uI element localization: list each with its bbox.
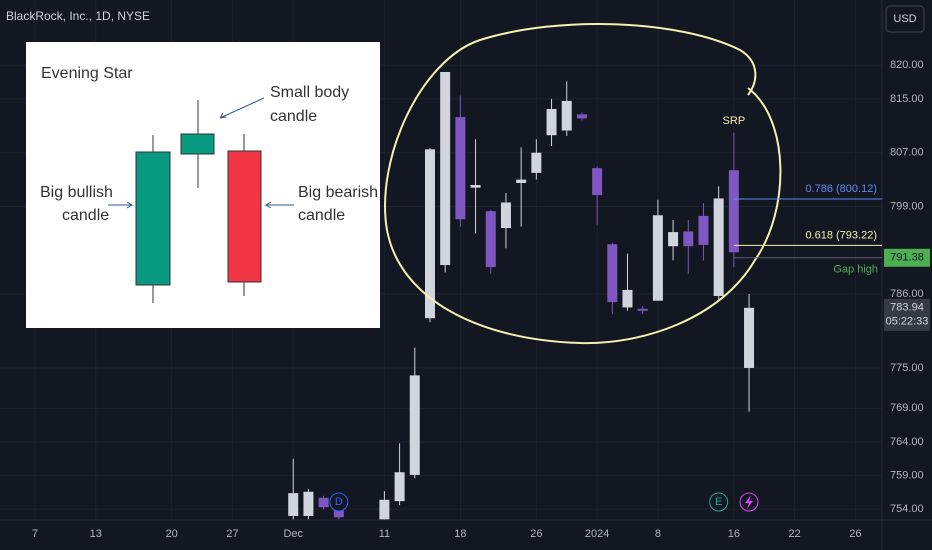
candle-body — [728, 170, 739, 253]
y-tick-label: 799.00 — [890, 200, 924, 212]
srp-label: SRP — [723, 115, 746, 127]
candle-body — [470, 184, 481, 188]
arrow — [264, 201, 294, 209]
candle-body — [424, 149, 435, 319]
y-tick-label: 759.00 — [890, 470, 924, 482]
x-tick-label: 8 — [655, 528, 661, 540]
y-tick-label: 815.00 — [890, 93, 924, 105]
y-tick-label: 786.00 — [890, 288, 924, 300]
candle-body — [652, 215, 663, 301]
x-tick-label: 26 — [530, 528, 542, 540]
candle-body — [485, 211, 496, 268]
candle-body — [379, 499, 390, 520]
x-tick-label: Dec — [283, 528, 303, 540]
arrow — [219, 97, 265, 119]
bullish-candle — [135, 151, 171, 286]
candle-body — [622, 289, 633, 308]
candle-body — [546, 108, 557, 136]
x-tick-label: 7 — [32, 528, 38, 540]
x-tick-label: 16 — [728, 528, 740, 540]
x-tick-label: 11 — [379, 528, 390, 540]
x-tick-label: 26 — [849, 528, 861, 540]
label: candle — [298, 207, 345, 224]
candle-body — [318, 497, 329, 508]
candle-body — [288, 493, 299, 516]
y-tick-label: 769.00 — [890, 402, 924, 414]
candle-body — [333, 507, 344, 518]
label: candle — [62, 207, 109, 224]
event-label: E — [715, 496, 722, 508]
currency[interactable]: USD — [893, 13, 916, 25]
y-tick-label: 764.00 — [890, 436, 924, 448]
y-tick-label: 807.00 — [890, 147, 924, 159]
bearish-candle — [227, 150, 262, 283]
price-tag-label: 791.38 — [890, 252, 924, 264]
candle-body — [531, 152, 542, 173]
event-label: D — [335, 496, 343, 508]
lightning-marker[interactable] — [739, 492, 759, 512]
y-tick-label: 820.00 — [890, 59, 924, 71]
gap-high-label: Gap high — [833, 264, 878, 276]
x-tick-label: 18 — [454, 528, 466, 540]
y-tick-label: 775.00 — [890, 362, 924, 374]
arrow — [108, 201, 134, 209]
candle-body — [683, 231, 694, 247]
label: candle — [270, 108, 317, 125]
countdown: 05:22:33 — [886, 316, 929, 328]
small-candle — [180, 133, 215, 155]
x-tick-label: 2024 — [585, 528, 609, 540]
x-tick-label: 27 — [226, 528, 238, 540]
candle-body — [440, 71, 451, 266]
candle-body — [668, 232, 679, 247]
inset: Evening Star Small body candle Big bulli… — [26, 42, 380, 328]
fib-label: 0.618 (793.22) — [805, 229, 877, 241]
candle-body — [516, 179, 527, 183]
inset-box — [26, 42, 380, 328]
candle-body — [455, 117, 466, 220]
candle-body — [592, 168, 603, 196]
candle-body — [561, 100, 572, 131]
fib-label: 0.786 (800.12) — [805, 183, 877, 195]
candle-body — [698, 215, 709, 245]
candle-body — [744, 307, 755, 368]
candle-body — [303, 491, 314, 516]
label: Big bearish — [298, 184, 378, 201]
x-tick-label: 20 — [166, 528, 178, 540]
candle-body — [394, 472, 405, 502]
candle-body — [607, 244, 618, 303]
currency-button[interactable] — [885, 5, 925, 33]
candle-body — [576, 114, 587, 119]
event-marker — [329, 492, 349, 512]
y-tick-label: 754.00 — [890, 503, 924, 515]
candle-body — [637, 308, 648, 311]
candle-body — [500, 202, 511, 229]
candle-body — [409, 375, 420, 475]
candle-body — [713, 198, 724, 296]
label: Big bullish — [40, 184, 113, 201]
event-marker — [709, 492, 729, 512]
inset-title: Evening Star — [41, 65, 133, 82]
label: Small body — [270, 84, 349, 101]
highlight-ellipse — [384, 23, 782, 345]
chart-title: BlackRock, Inc., 1D, NYSE — [6, 9, 150, 23]
x-tick-label: 13 — [90, 528, 102, 540]
last-price: 783.94 — [890, 302, 924, 314]
x-tick-label: 22 — [789, 528, 801, 540]
price-tag — [884, 248, 930, 267]
candles — [288, 71, 755, 520]
last-price-tag — [884, 298, 930, 331]
